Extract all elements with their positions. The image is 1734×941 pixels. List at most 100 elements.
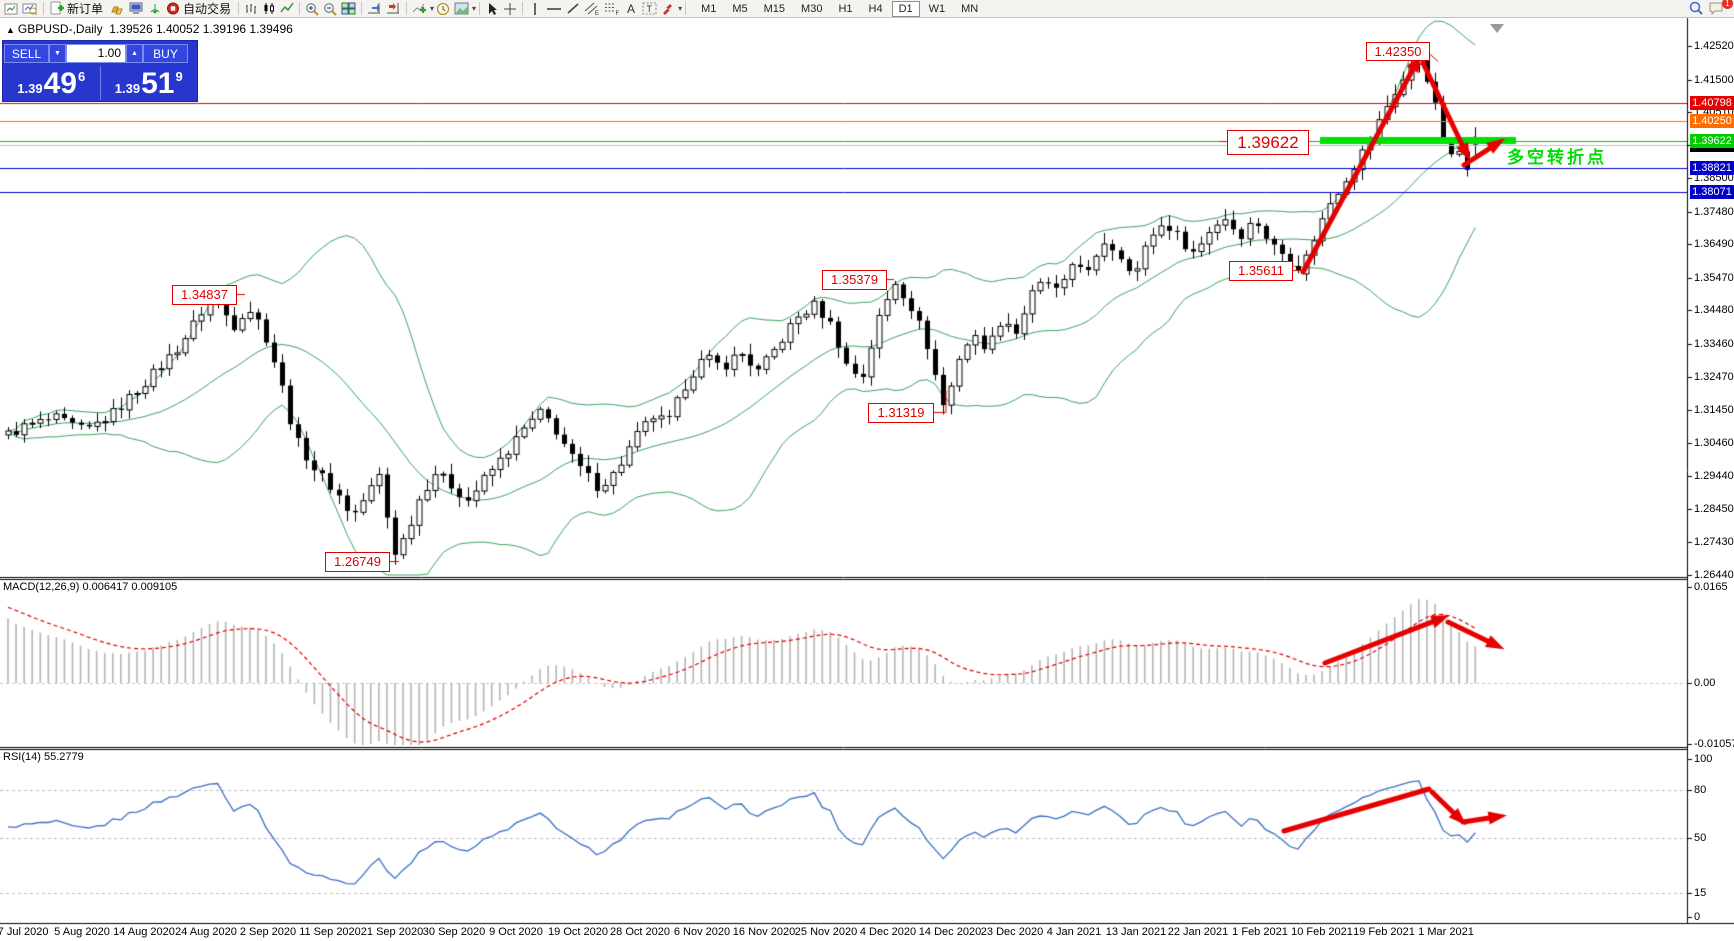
price-badge: 1.40798 (1690, 95, 1734, 110)
trendline-tool-icon[interactable] (564, 1, 582, 17)
timeframe-m30[interactable]: M30 (801, 2, 823, 15)
date-tick-label: 11 Sep 2020 (299, 926, 361, 938)
bull-bear-turning-point-note[interactable]: 多空转折点 (1507, 148, 1607, 167)
ohlc-values: 1.39526 1.40052 1.39196 1.39496 (109, 22, 293, 36)
arrows-tool-icon[interactable] (659, 1, 677, 17)
date-tick-label: 6 Nov 2020 (673, 926, 731, 938)
date-tick-label: 9 Oct 2020 (489, 926, 543, 938)
separator (685, 2, 687, 15)
price-annotation-label[interactable]: 1.42350 (1366, 42, 1430, 61)
price-tick-label: 1.37480 (1694, 205, 1734, 218)
horizontal-line-tool-icon[interactable] (544, 1, 564, 17)
autotrading-button[interactable]: 自动交易 (183, 2, 232, 16)
timeframe-m1[interactable]: M1 (701, 2, 717, 15)
chart-shift-marker[interactable] (1490, 24, 1504, 33)
date-tick-label: 1 Feb 2021 (1232, 926, 1288, 938)
timeframe-d1[interactable]: D1 (891, 0, 920, 17)
timeframe-w1[interactable]: W1 (928, 2, 946, 15)
timeframe-h4[interactable]: H4 (868, 2, 883, 15)
price-tick-label: 1.30460 (1694, 436, 1734, 449)
sell-price[interactable]: 1.39 49 6 (3, 64, 100, 102)
date-tick-label: 13 Jan 2021 (1105, 926, 1167, 938)
zoom-in-icon[interactable] (303, 1, 321, 17)
date-tick-label: 2 Sep 2020 (239, 926, 297, 938)
price-tick-label: 1.31450 (1694, 404, 1734, 417)
line-chart-icon[interactable] (278, 1, 296, 17)
rsi-label: RSI(14) 55.2779 (3, 751, 84, 763)
price-tick-label: 1.28450 (1694, 502, 1734, 515)
buy-price-big: 51 (141, 67, 175, 100)
crosshair-tool-icon[interactable] (501, 1, 519, 17)
price-tick-label: 1.32470 (1694, 370, 1734, 383)
price-tick-label: 1.42520 (1694, 40, 1734, 52)
timeframe-mn[interactable]: MN (961, 2, 979, 15)
buy-price-prefix: 1.39 (114, 81, 141, 96)
tile-windows-icon[interactable] (339, 1, 358, 17)
add-indicator-icon[interactable] (410, 1, 429, 17)
price-badge: 1.38071 (1690, 185, 1734, 200)
date-tick-label: 16 Nov 2020 (732, 926, 796, 938)
dropdown-caret[interactable]: ▾ (678, 4, 683, 13)
dropdown-caret[interactable]: ▾ (472, 4, 477, 13)
search-icon[interactable] (1686, 1, 1706, 17)
price-annotation-label[interactable]: 1.31319 (868, 403, 934, 423)
price-annotation-label[interactable]: 1.39622 (1227, 130, 1309, 155)
gold-symbol-icon[interactable] (107, 1, 127, 17)
price-badge: 1.40250 (1690, 113, 1734, 128)
auto-scroll-icon[interactable] (365, 1, 384, 17)
vertical-line-tool-icon[interactable] (526, 1, 544, 17)
chart-window-icon[interactable] (2, 1, 20, 17)
timeframe-m15[interactable]: M15 (763, 2, 786, 15)
fibonacci-tool-icon[interactable]: F (602, 1, 622, 17)
channel-tool-icon[interactable]: E (582, 1, 602, 17)
template-icon[interactable] (452, 1, 471, 17)
cursor-tool-icon[interactable] (483, 1, 501, 17)
market-watch-icon[interactable] (20, 1, 40, 17)
timeframe-h1[interactable]: H1 (838, 2, 853, 15)
date-tick-label: 19 Feb 2021 (1353, 926, 1415, 938)
buy-price[interactable]: 1.39 51 9 (101, 64, 198, 102)
price-badge: 1.39622 (1690, 134, 1734, 149)
sell-button[interactable]: SELL (4, 43, 49, 63)
price-annotation-label[interactable]: 1.35611 (1229, 261, 1293, 281)
volume-decrease-button[interactable]: ▼ (49, 43, 66, 63)
candle-chart-icon[interactable] (260, 1, 278, 17)
date-tick-label: 30 Sep 2020 (422, 926, 486, 938)
sell-price-big: 49 (43, 67, 77, 100)
timeframe-m5[interactable]: M5 (732, 2, 748, 15)
svg-text:F: F (616, 11, 620, 16)
dropdown-caret[interactable]: ▾ (430, 4, 435, 13)
text-tool-icon[interactable]: A (622, 1, 640, 17)
text-label-tool-icon[interactable]: T (640, 1, 659, 17)
price-annotation-label[interactable]: 1.34837 (172, 285, 237, 305)
zoom-out-icon[interactable] (321, 1, 339, 17)
price-annotation-label[interactable]: 1.35379 (822, 270, 887, 290)
price-annotation-label[interactable]: 1.26749 (325, 552, 390, 572)
macd-tick-label: 0.00 (1694, 677, 1716, 689)
date-tick-label: 1 Mar 2021 (1418, 926, 1474, 938)
signal-icon[interactable] (146, 1, 164, 17)
chart-shift-icon[interactable] (384, 1, 403, 17)
new-order-icon[interactable] (47, 1, 66, 17)
volume-input[interactable] (66, 43, 126, 63)
date-tick-label: 4 Dec 2020 (859, 926, 917, 938)
symbol-name: GBPUSD-,Daily (17, 22, 103, 36)
volume-increase-button[interactable]: ▲ (126, 43, 143, 63)
terminal-icon[interactable] (127, 1, 146, 17)
date-tick-label: 25 Nov 2020 (794, 926, 858, 938)
rsi-tick-label: 15 (1694, 887, 1707, 899)
separator (406, 2, 408, 15)
bar-chart-icon[interactable] (242, 1, 260, 17)
price-tick-label: 1.26440 (1694, 568, 1734, 581)
autotrading-icon[interactable] (164, 1, 182, 17)
period-clock-icon[interactable] (434, 1, 452, 17)
notifications-button[interactable]: 1 (1706, 0, 1733, 17)
new-order-button[interactable]: 新订单 (67, 2, 104, 16)
price-tick-label: 1.34480 (1694, 304, 1734, 317)
price-tick-label: 1.41500 (1694, 73, 1734, 86)
date-tick-label: 14 Dec 2020 (918, 926, 982, 938)
buy-button[interactable]: BUY (143, 43, 188, 63)
